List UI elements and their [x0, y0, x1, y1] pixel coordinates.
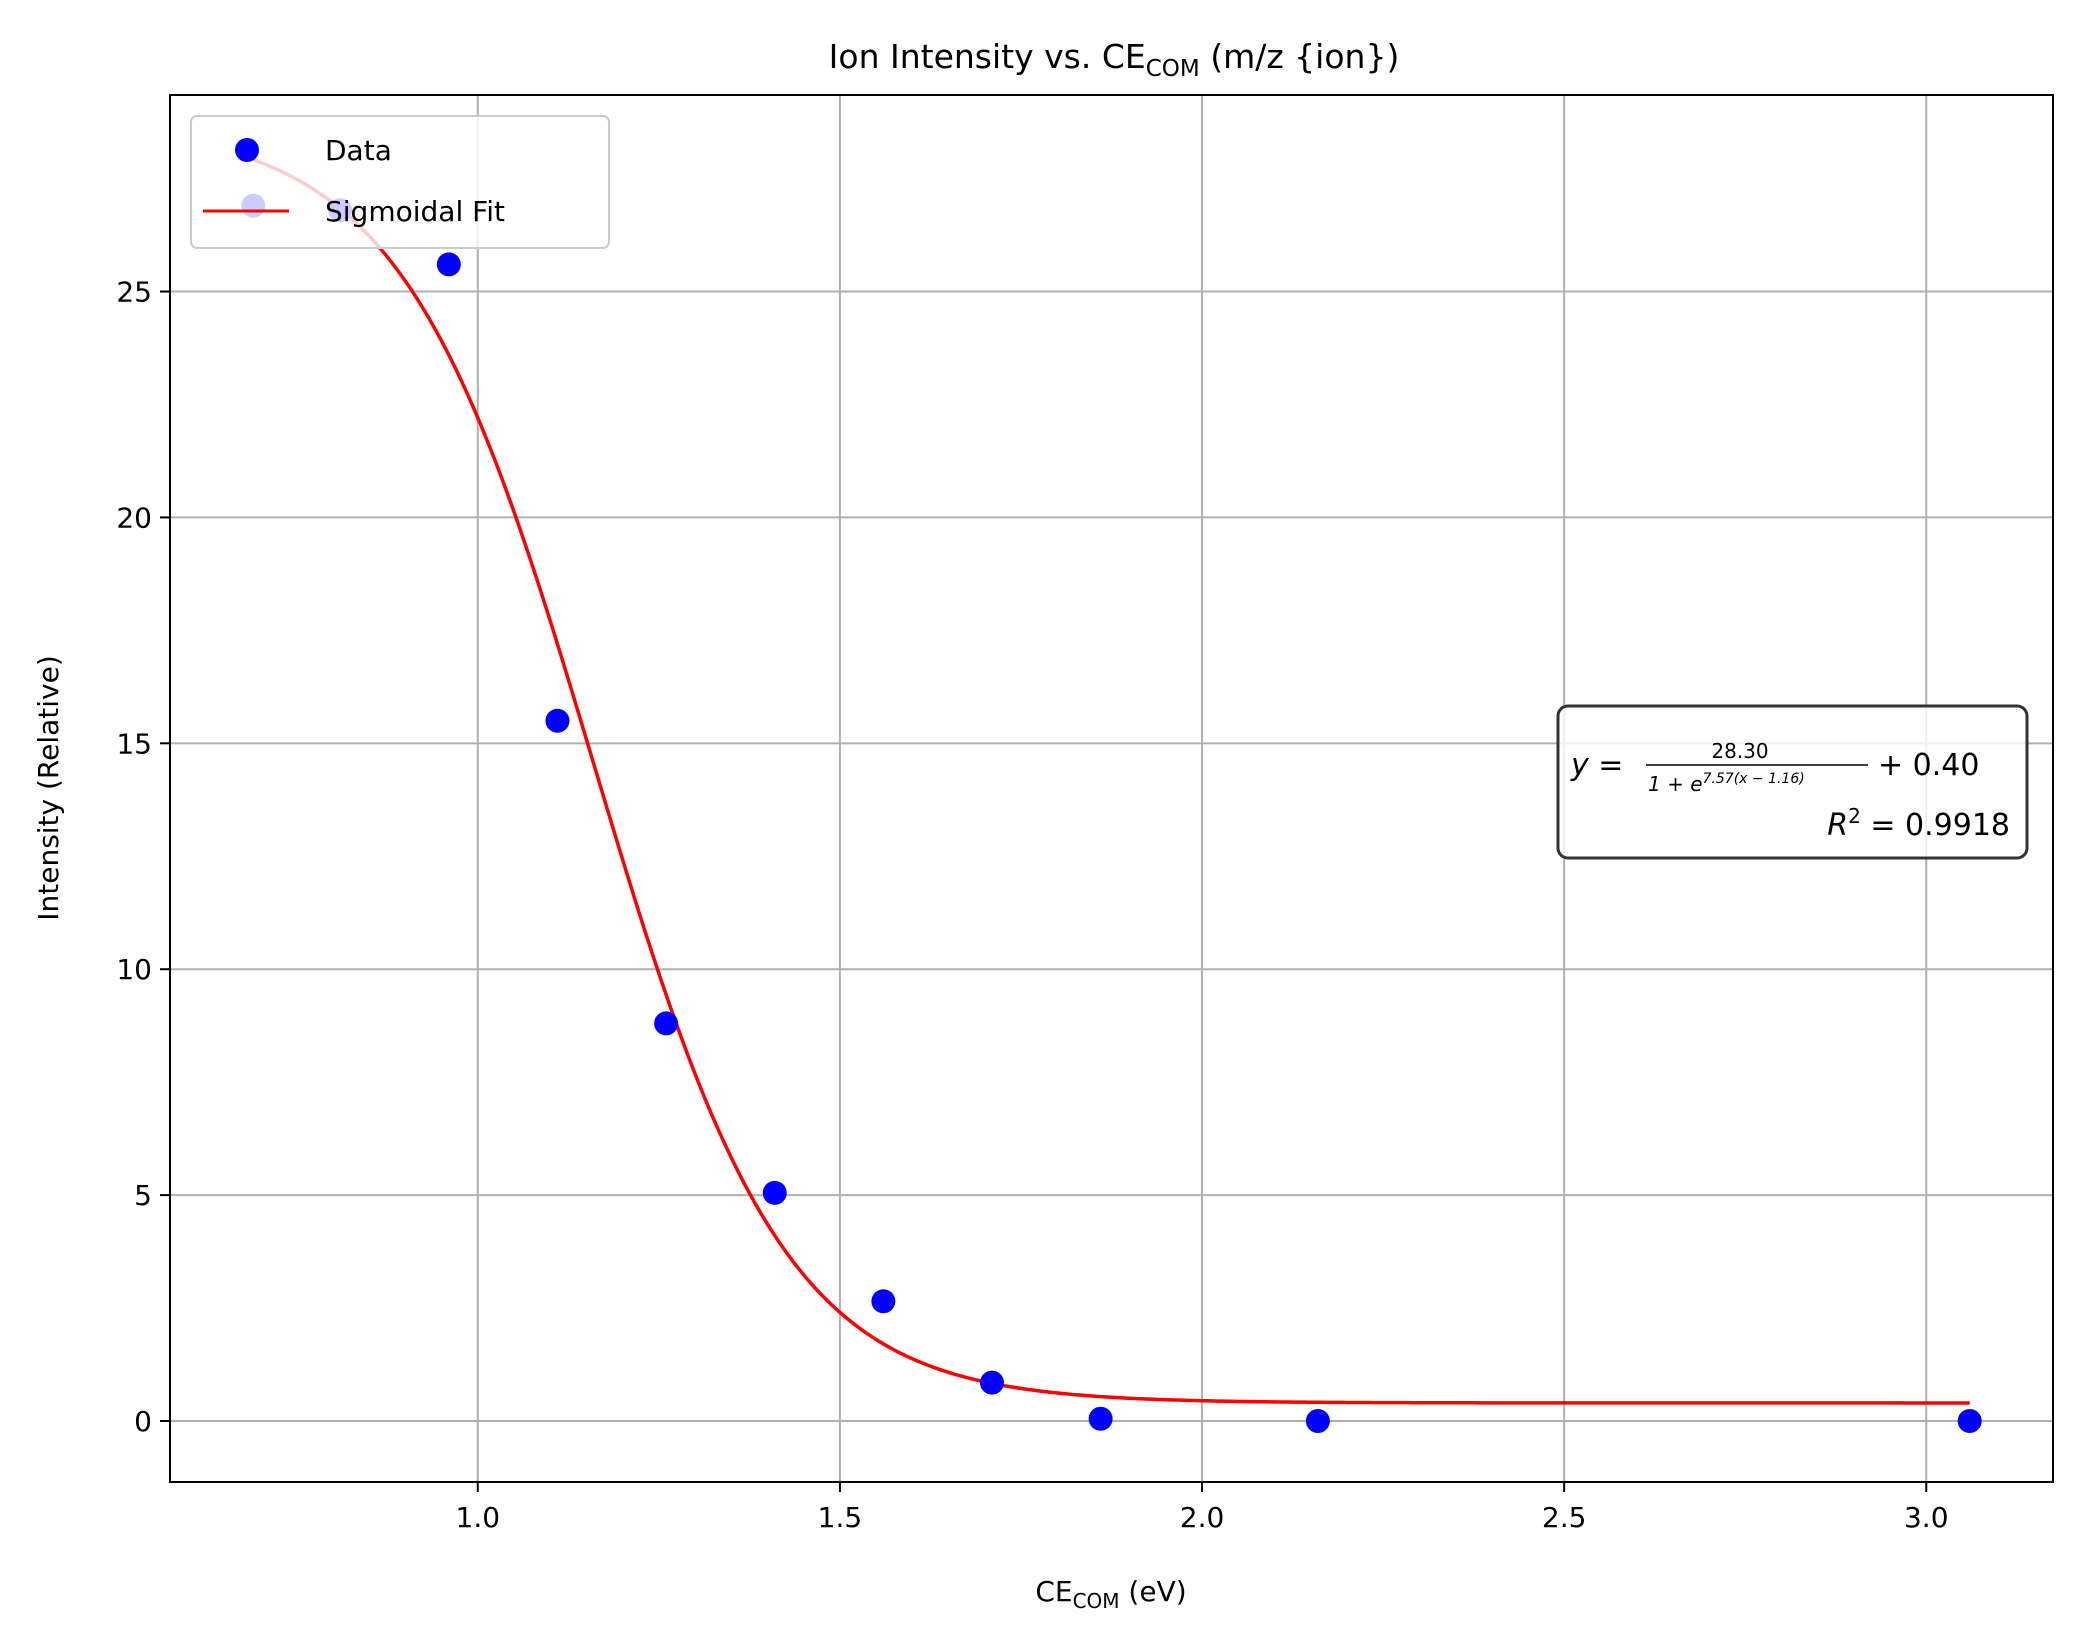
- x-tick-label: 1.0: [456, 1501, 501, 1534]
- y-tick-label: 25: [116, 276, 152, 309]
- equation-constant: + 0.40: [1878, 748, 1979, 783]
- x-tick-label: 2.0: [1180, 1501, 1225, 1534]
- data-point: [436, 252, 461, 277]
- data-point: [654, 1011, 679, 1036]
- legend-data-marker: [235, 138, 259, 162]
- x-tick-label: 2.5: [1542, 1501, 1587, 1534]
- data-point: [1088, 1406, 1113, 1431]
- equation-lhs: y =: [1570, 748, 1623, 783]
- chart-title: Ion Intensity vs. CECOM (m/z {ion}): [829, 37, 1400, 82]
- data-point: [1305, 1409, 1330, 1434]
- y-tick-label: 5: [134, 1179, 152, 1212]
- data-point: [980, 1370, 1005, 1395]
- sigmoidal-fit-line: [252, 158, 1970, 1405]
- y-tick-label: 20: [116, 501, 152, 534]
- x-tick-label: 3.0: [1904, 1501, 1949, 1534]
- y-axis-ticks: 0 5 10 15 20 25: [116, 276, 170, 1438]
- equation-numerator: 28.30: [1711, 739, 1768, 763]
- y-tick-label: 10: [116, 953, 152, 986]
- y-axis-label: Intensity (Relative): [32, 655, 65, 921]
- x-axis-label: CECOM (eV): [1035, 1575, 1186, 1613]
- legend-box: [190, 115, 610, 249]
- x-axis-ticks: 1.0 1.5 2.0 2.5 3.0: [456, 1482, 1949, 1534]
- equation-denominator: 1 + e7.57(x − 1.16): [1648, 771, 1805, 796]
- grid: [170, 95, 2053, 1482]
- y-tick-label: 15: [116, 727, 152, 760]
- legend-fit-label: Sigmoidal Fit: [325, 195, 505, 228]
- plot-area: 1.0 1.5 2.0 2.5 3.0 0 5 10 15 20 25: [116, 94, 2054, 1534]
- r-squared: R2 = 0.9918: [1827, 804, 2010, 843]
- legend: Data Sigmoidal Fit: [190, 115, 610, 249]
- data-point: [762, 1180, 787, 1205]
- fit-annotation: y = 28.30 1 + e7.57(x − 1.16) + 0.40 R2 …: [1556, 704, 2029, 860]
- x-tick-label: 1.5: [818, 1501, 863, 1534]
- plot-frame: [169, 94, 2054, 1483]
- annotation-box: [1556, 704, 2029, 860]
- y-tick-label: 0: [134, 1405, 152, 1438]
- fit-layer: [252, 158, 1970, 1405]
- legend-data-label: Data: [325, 134, 392, 167]
- data-point: [1957, 1409, 1982, 1434]
- data-point: [871, 1289, 896, 1314]
- data-point: [545, 708, 570, 733]
